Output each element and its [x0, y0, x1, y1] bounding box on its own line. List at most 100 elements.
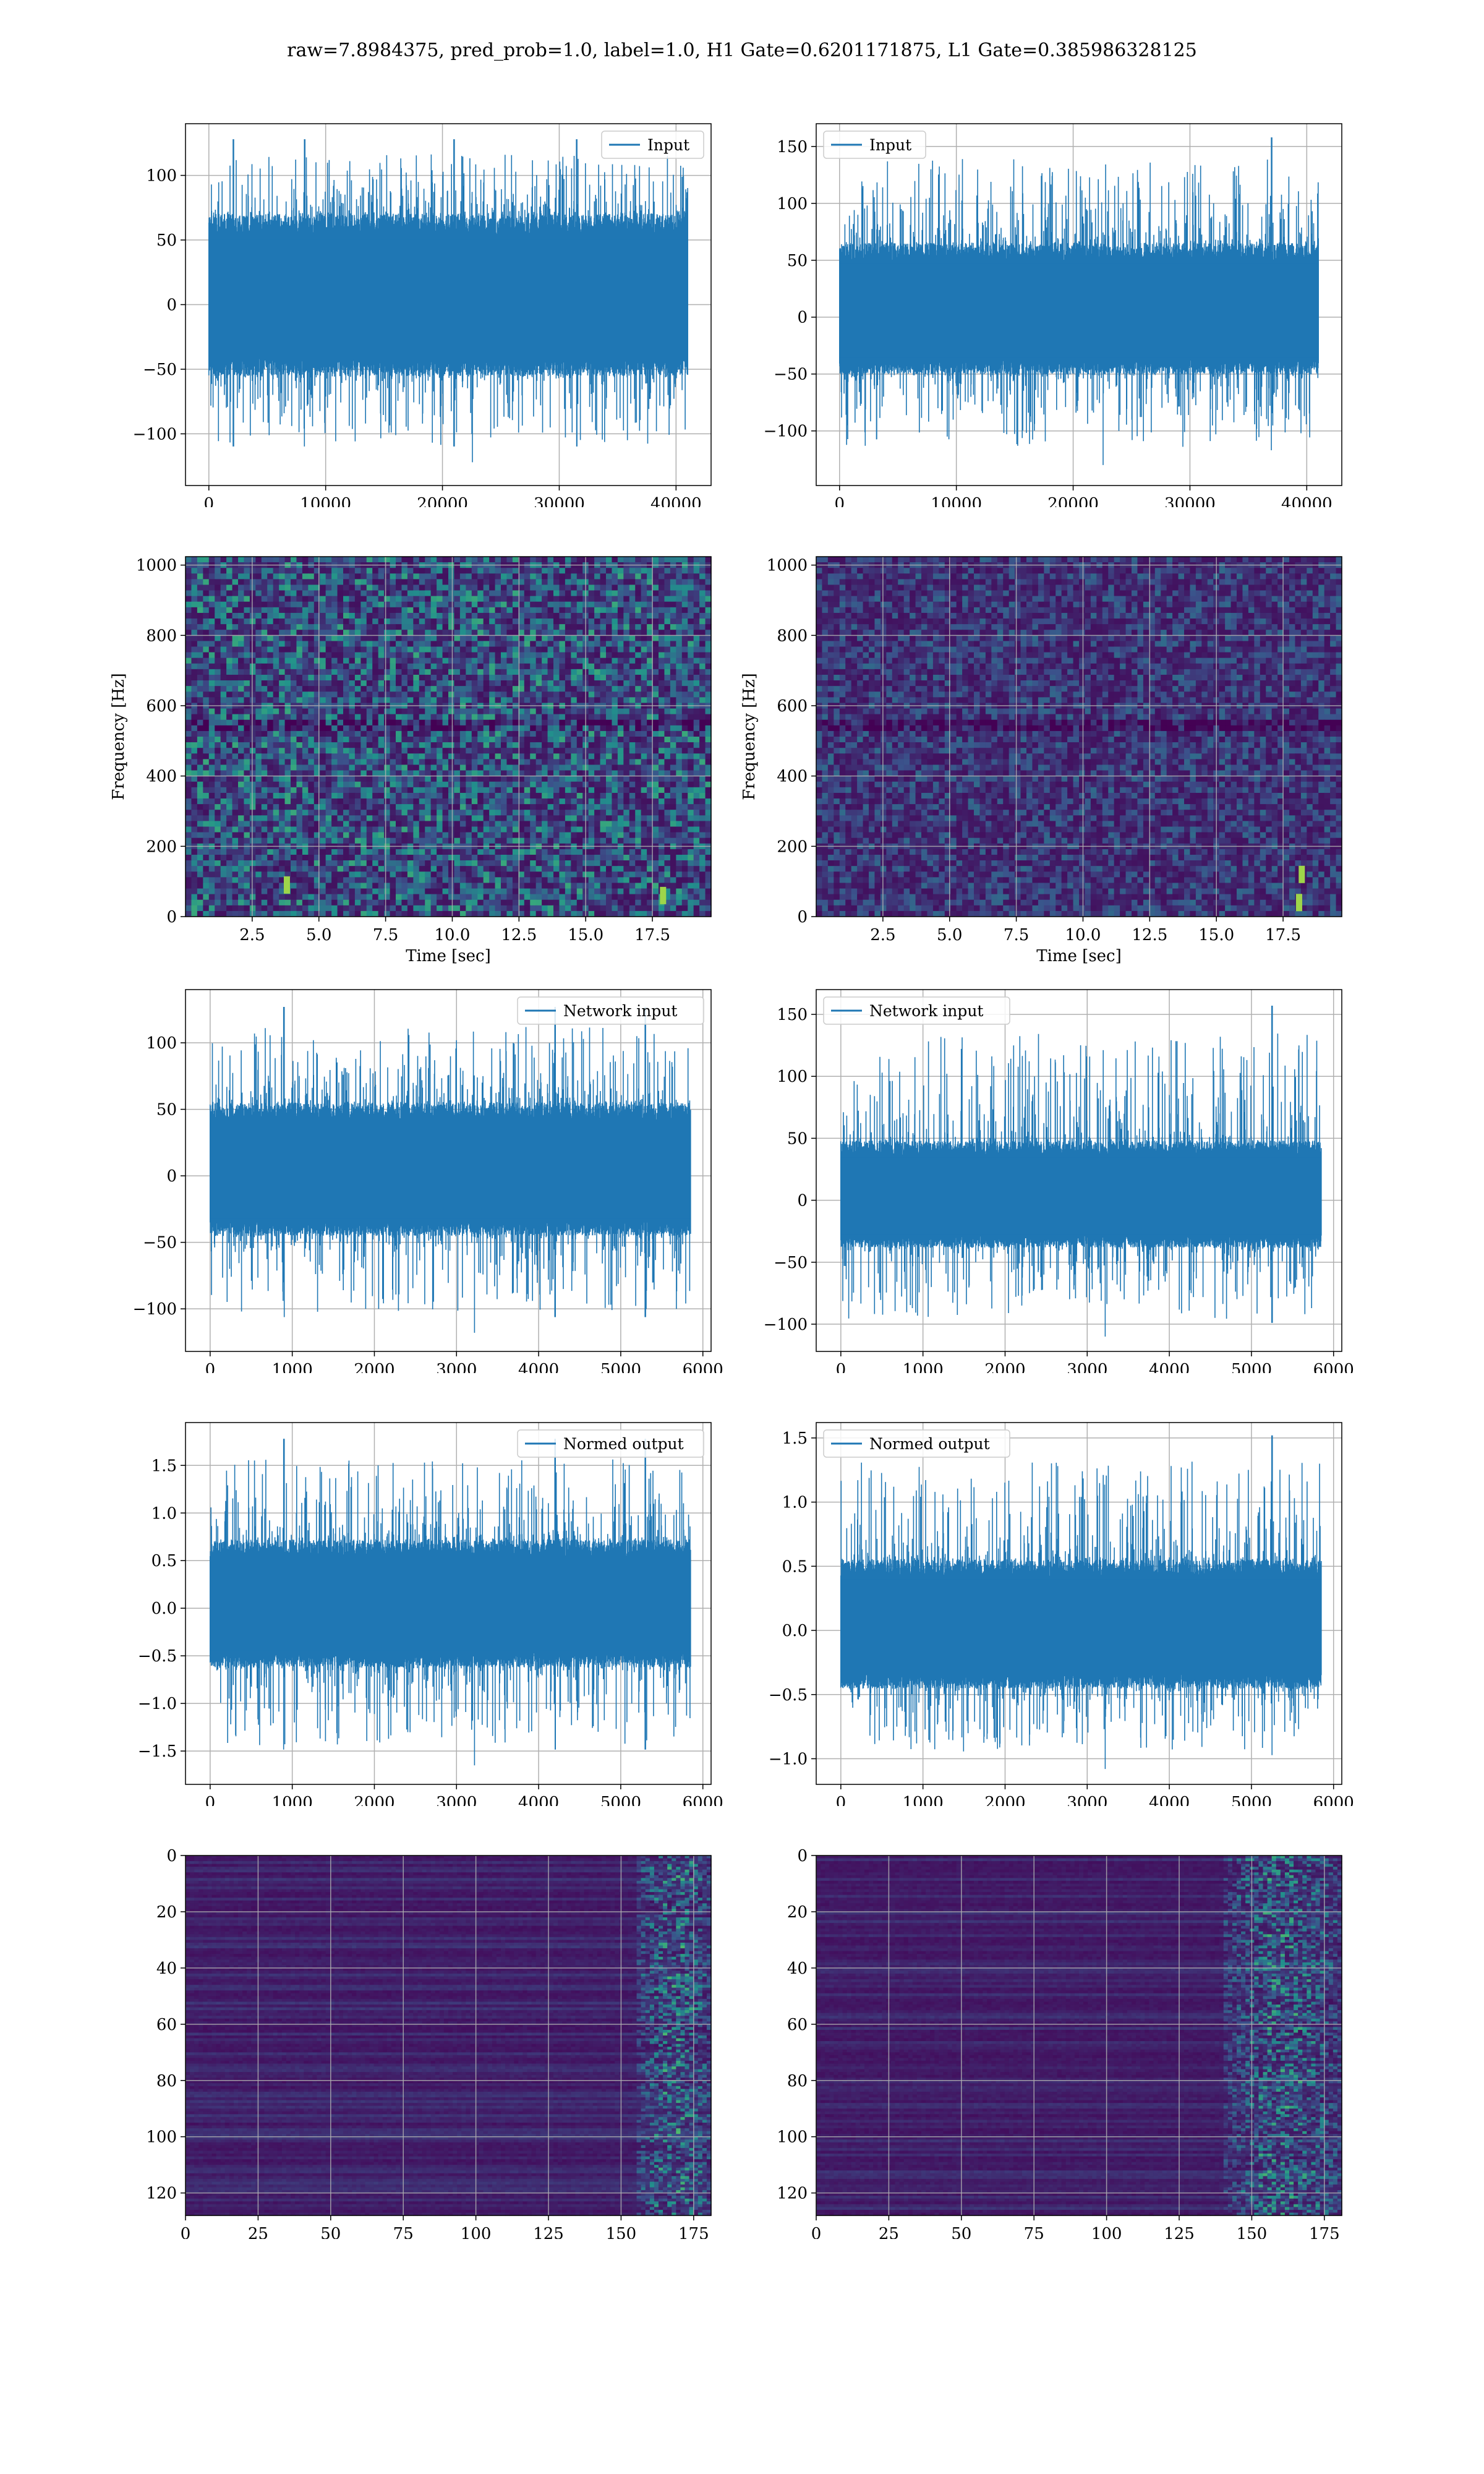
spectrogram-cell — [565, 798, 571, 805]
spectrogram-cell — [378, 798, 385, 805]
spectrogram-cell — [366, 630, 373, 636]
spectrogram-cell — [506, 674, 513, 681]
spectrogram-cell — [378, 719, 385, 726]
spectrogram-cell — [495, 804, 501, 810]
spectrogram-cell — [384, 607, 391, 614]
spectrogram-cell — [279, 680, 286, 687]
spectrogram-cell — [659, 680, 665, 687]
spectrogram-cell — [501, 860, 508, 867]
spectrogram-cell — [284, 730, 291, 737]
spectrogram-cell — [664, 607, 671, 614]
spectrogram-cell — [489, 725, 496, 732]
spectrogram-cell — [652, 804, 659, 810]
spectrogram-cell — [454, 697, 461, 704]
spectrogram-cell — [191, 849, 198, 855]
spectrogram-cell — [320, 730, 326, 737]
spectrogram-cell — [378, 596, 385, 602]
spectrogram-cell — [366, 686, 373, 692]
spectrogram-cell — [471, 776, 478, 782]
spectrogram-cell — [220, 708, 227, 715]
spectrogram-cell — [647, 714, 654, 721]
spectrogram-cell — [302, 680, 309, 687]
spectrogram-cell — [699, 781, 706, 788]
spectrogram-cell — [238, 748, 245, 754]
spectrogram-cell — [366, 770, 373, 777]
spectrogram-cell — [430, 753, 437, 760]
spectrogram-cell — [419, 557, 425, 563]
spectrogram-cell — [594, 607, 601, 614]
spectrogram-cell — [366, 764, 373, 771]
spectrogram-cell — [215, 730, 221, 737]
spectrogram-cell — [437, 607, 443, 614]
spectrogram-cell — [512, 737, 519, 743]
spectrogram-cell — [249, 635, 256, 642]
spectrogram-cell — [226, 737, 233, 743]
spectrogram-cell — [629, 607, 636, 614]
spectrogram-cell — [547, 708, 554, 715]
spectrogram-cell — [407, 748, 414, 754]
spectrogram-cell — [542, 776, 548, 782]
spectrogram-cell — [670, 759, 676, 766]
spectrogram-cell — [681, 596, 688, 602]
spectrogram-cell — [267, 860, 274, 867]
spectrogram-cell — [343, 630, 350, 636]
spectrogram-cell — [313, 568, 320, 574]
spectrogram-cell — [699, 652, 706, 659]
spectrogram-cell — [220, 686, 227, 692]
spectrogram-cell — [647, 748, 654, 754]
spectrogram-cell — [261, 612, 268, 619]
spectrogram-cell — [501, 669, 508, 675]
spectrogram-cell — [565, 612, 571, 619]
spectrogram-cell — [454, 815, 461, 822]
spectrogram-cell — [261, 737, 268, 743]
spectrogram-cell — [535, 697, 542, 704]
spectrogram-cell — [705, 730, 712, 737]
spectrogram-cell — [343, 714, 350, 721]
spectrogram-cell — [459, 748, 466, 754]
spectrogram-cell — [699, 815, 706, 822]
spectrogram-cell — [308, 708, 315, 715]
spectrogram-cell — [571, 832, 578, 839]
spectrogram-cell — [448, 810, 455, 816]
spectrogram-cell — [664, 630, 671, 636]
spectrogram-cell — [279, 826, 286, 833]
spectrogram-cell — [518, 826, 525, 833]
spectrogram-cell — [466, 641, 472, 648]
spectrogram-cell — [501, 753, 508, 760]
spectrogram-cell — [249, 770, 256, 777]
spectrogram-cell — [676, 568, 683, 574]
spectrogram-cell — [606, 787, 613, 794]
spectrogram-cell — [676, 753, 683, 760]
spectrogram-cell — [349, 573, 356, 580]
spectrogram-cell — [255, 781, 262, 788]
spectrogram-cell — [238, 770, 245, 777]
spectrogram-cell — [501, 612, 508, 619]
spectrogram-cell — [483, 854, 490, 861]
spectrogram-cell — [320, 646, 326, 653]
spectrogram-cell — [681, 770, 688, 777]
spectrogram-cell — [501, 657, 508, 664]
spectrogram-cell — [483, 748, 490, 754]
spectrogram-cell — [337, 770, 344, 777]
spectrogram-cell — [220, 792, 227, 799]
spectrogram-cell — [267, 815, 274, 822]
spectrogram-cell — [360, 714, 367, 721]
spectrogram-cell — [215, 612, 221, 619]
spectrogram-cell — [471, 680, 478, 687]
spectrogram-cell — [553, 798, 560, 805]
spectrogram-cell — [448, 854, 455, 861]
spectrogram-cell — [617, 714, 624, 721]
spectrogram-cell — [313, 663, 320, 670]
spectrogram-cell — [366, 860, 373, 867]
spectrogram-cell — [208, 674, 215, 681]
spectrogram-cell — [354, 708, 361, 715]
spectrogram-cell — [629, 652, 636, 659]
spectrogram-cell — [442, 854, 449, 861]
spectrogram-cell — [396, 725, 403, 732]
spectrogram-cell — [284, 624, 291, 630]
spectrogram-cell — [296, 579, 303, 586]
spectrogram-cell — [659, 737, 665, 743]
spectrogram-cell — [226, 787, 233, 794]
spectrogram-cell — [296, 854, 303, 861]
spectrogram-cell — [331, 770, 338, 777]
